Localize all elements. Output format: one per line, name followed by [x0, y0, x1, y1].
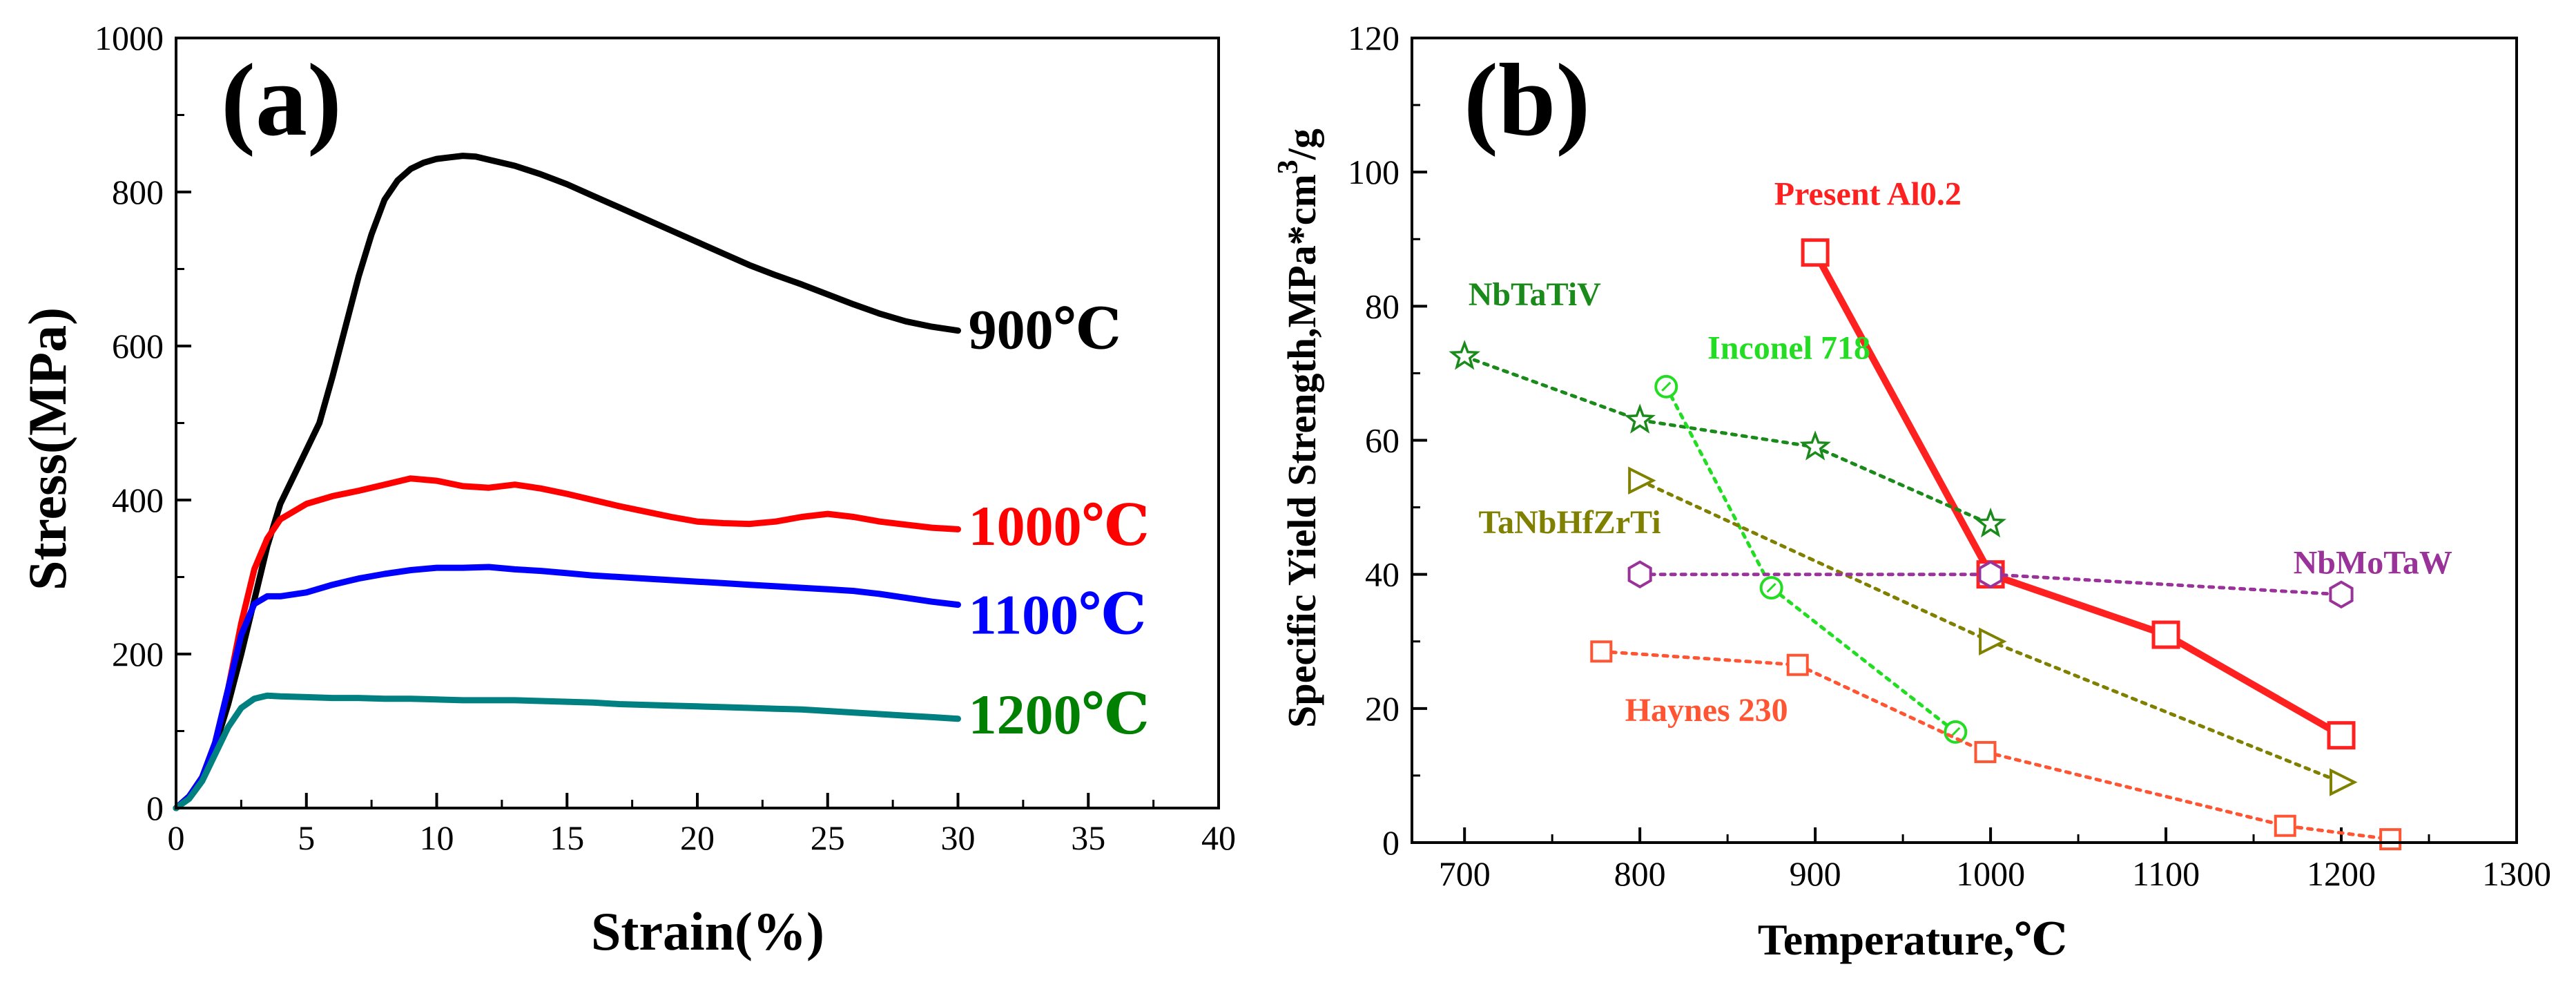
x-tick-label: 15 — [550, 818, 584, 857]
curve-label-1000: 1000℃ — [969, 494, 1150, 557]
series-tanbhfzrti — [1628, 466, 2358, 796]
panel-b-plot-frame — [1411, 37, 2518, 844]
panel-a-label: (a) — [221, 43, 342, 157]
point-inconel-718 — [1759, 576, 1783, 600]
x-tick-label: 20 — [680, 818, 715, 857]
y-tick-label: 400 — [112, 481, 164, 519]
point-haynes-230 — [2274, 814, 2296, 837]
series-nbtativ — [1449, 340, 2006, 538]
panel-b-x-axis-title: Temperature,℃ — [1758, 915, 2067, 964]
series-haynes-230 — [1590, 640, 2402, 851]
panel-b-series-labels: Present Al0.2 NbTaTiV Inconel 718 TaNbHfZrT… — [1469, 175, 2452, 729]
series-label-inconel-718: Inconel 718 — [1707, 330, 1870, 367]
point-present-al0-2 — [1801, 238, 1830, 267]
series-line-1200 — [173, 692, 961, 812]
x-tick-label: 1300 — [2482, 854, 2551, 893]
panel-b-specific-yield-strength-chart: 700 800 900 1000 1100 1200 1300 0 20 40 60 80 100 120… — [1272, 19, 2551, 964]
y-tick-label: 800 — [112, 173, 164, 211]
point-nbmotaw — [1627, 560, 1652, 589]
series-line-1100 — [173, 564, 961, 812]
series-nbmotaw — [1627, 560, 2354, 609]
curve-label-900: 900℃ — [969, 298, 1121, 361]
point-haynes-230 — [2379, 828, 2402, 851]
x-tick-label: 30 — [941, 818, 976, 857]
panel-b-y-axis-title: Specific Yield Strength,MPa*cm3/g — [1272, 128, 1324, 728]
x-tick-label: 1100 — [2132, 854, 2200, 893]
panel-a-series-group — [173, 153, 961, 812]
panel-a-x-axis-title: Strain(%) — [591, 901, 824, 961]
panel-b-y-axis-title-sup: 3 — [1272, 160, 1304, 174]
x-tick-label: 40 — [1201, 818, 1236, 857]
point-nbmotaw — [2329, 580, 2354, 609]
y-tick-label: 20 — [1365, 689, 1400, 728]
point-nbtativ — [1799, 430, 1831, 461]
point-tanbhfzrti — [1628, 466, 1656, 494]
series-label-nbtativ: NbTaTiV — [1469, 276, 1601, 313]
series-line-nbtativ — [1462, 354, 1993, 526]
y-tick-label: 600 — [112, 327, 164, 365]
panel-a-y-axis-title: Stress(MPa) — [17, 307, 77, 590]
series-present-al0-2 — [1801, 238, 2356, 750]
point-inconel-718-slash — [1766, 583, 1776, 593]
x-tick-label: 25 — [811, 818, 845, 857]
series-label-present-al0-2: Present Al0.2 — [1774, 175, 1962, 212]
point-inconel-718-slash — [1950, 727, 1961, 737]
y-tick-label: 0 — [1382, 823, 1400, 862]
point-inconel-718 — [1654, 374, 1678, 399]
y-tick-label: 0 — [146, 789, 164, 827]
y-tick-label: 120 — [1348, 19, 1400, 57]
panel-b-tick-labels: 700 800 900 1000 1100 1200 1300 0 20 40 60 80 100 120 — [1348, 19, 2551, 893]
x-tick-label: 35 — [1071, 818, 1105, 857]
curve-label-1200: 1200℃ — [969, 683, 1150, 746]
x-tick-label: 1000 — [1956, 854, 2025, 893]
series-inconel-718 — [1654, 374, 1968, 744]
point-tanbhfzrti — [1979, 627, 2007, 655]
panel-a-curve-labels: 900℃ 1000℃ 1100℃ 1200℃ — [969, 298, 1150, 746]
point-nbtativ — [1975, 507, 2006, 538]
x-tick-label: 700 — [1439, 854, 1491, 893]
point-haynes-230 — [1974, 740, 1997, 763]
panel-b-y-axis-title-main: Specific Yield Strength,MPa*cm — [1279, 174, 1324, 728]
x-tick-label: 5 — [298, 818, 315, 857]
x-tick-label: 800 — [1614, 854, 1666, 893]
curve-label-1100: 1100℃ — [969, 583, 1147, 646]
series-label-tanbhfzrti: TaNbHfZrTi — [1479, 504, 1661, 541]
series-label-nbmotaw: NbMoTaW — [2294, 544, 2452, 581]
y-tick-label: 40 — [1365, 555, 1400, 594]
point-present-al0-2 — [2327, 721, 2356, 750]
point-present-al0-2 — [2151, 620, 2180, 649]
panel-b-series-group — [1449, 238, 2402, 851]
panel-b-label: (b) — [1464, 43, 1590, 157]
point-nbtativ — [1449, 340, 1481, 370]
x-tick-label: 1200 — [2307, 854, 2376, 893]
y-tick-label: 1000 — [95, 19, 164, 57]
x-tick-label: 900 — [1790, 854, 1841, 893]
series-label-haynes-230: Haynes 230 — [1625, 692, 1788, 729]
panel-a-plot-frame — [175, 37, 1220, 809]
point-inconel-718 — [1944, 720, 1968, 744]
point-tanbhfzrti — [2330, 768, 2358, 796]
point-haynes-230 — [1590, 640, 1613, 663]
x-tick-label: 10 — [420, 818, 454, 857]
point-haynes-230 — [1786, 653, 1809, 676]
y-tick-label: 100 — [1348, 153, 1400, 191]
point-inconel-718-slash — [1661, 381, 1672, 392]
x-tick-label: 0 — [168, 818, 185, 857]
panel-b-y-axis-title-tail: /g — [1279, 128, 1324, 160]
y-tick-label: 200 — [112, 635, 164, 673]
series-line-1000 — [173, 475, 961, 812]
y-tick-label: 60 — [1365, 421, 1400, 460]
point-nbmotaw — [1978, 560, 2003, 589]
y-tick-label: 80 — [1365, 287, 1400, 325]
series-line-present-al0-2 — [1812, 251, 2343, 739]
point-nbtativ — [1624, 403, 1656, 434]
